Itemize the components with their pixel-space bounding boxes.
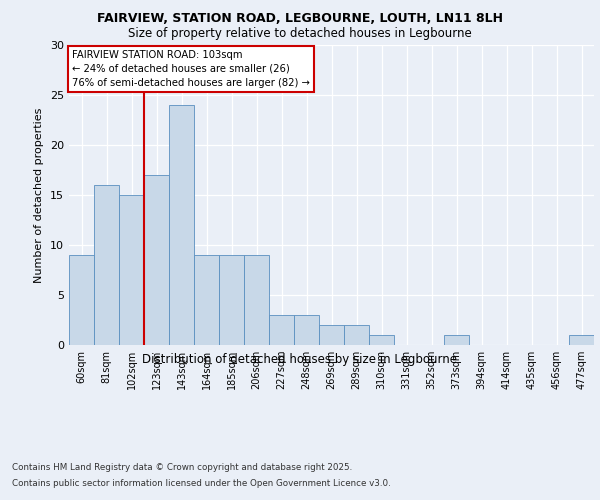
- Bar: [369, 335, 394, 345]
- Text: Size of property relative to detached houses in Legbourne: Size of property relative to detached ho…: [128, 28, 472, 40]
- Bar: [119, 195, 144, 345]
- Text: FAIRVIEW, STATION ROAD, LEGBOURNE, LOUTH, LN11 8LH: FAIRVIEW, STATION ROAD, LEGBOURNE, LOUTH…: [97, 12, 503, 26]
- Bar: [294, 315, 319, 345]
- Bar: [569, 335, 594, 345]
- Y-axis label: Number of detached properties: Number of detached properties: [34, 108, 44, 282]
- Text: Contains HM Land Registry data © Crown copyright and database right 2025.: Contains HM Land Registry data © Crown c…: [12, 464, 352, 472]
- Bar: [244, 255, 269, 345]
- Bar: [169, 105, 194, 345]
- Bar: [94, 185, 119, 345]
- Bar: [444, 335, 469, 345]
- Bar: [344, 325, 369, 345]
- Text: Distribution of detached houses by size in Legbourne: Distribution of detached houses by size …: [143, 352, 458, 366]
- Text: Contains public sector information licensed under the Open Government Licence v3: Contains public sector information licen…: [12, 478, 391, 488]
- Bar: [144, 175, 169, 345]
- Text: FAIRVIEW STATION ROAD: 103sqm
← 24% of detached houses are smaller (26)
76% of s: FAIRVIEW STATION ROAD: 103sqm ← 24% of d…: [71, 50, 310, 88]
- Bar: [219, 255, 244, 345]
- Bar: [194, 255, 219, 345]
- Bar: [269, 315, 294, 345]
- Bar: [69, 255, 94, 345]
- Bar: [319, 325, 344, 345]
